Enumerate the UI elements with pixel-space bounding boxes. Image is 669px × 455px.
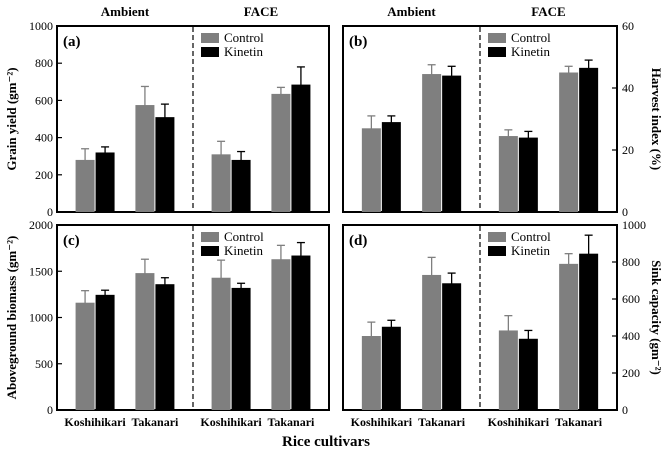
p2-y-tick-label: 0 bbox=[622, 205, 628, 219]
p2-legend-label-control: Control bbox=[511, 30, 551, 45]
p4-legend-swatch-kinetin bbox=[488, 246, 506, 256]
p4-y-axis-label: Sink capacity (gm⁻²) bbox=[649, 260, 664, 375]
category-label-koshihikari: Koshihikari bbox=[200, 415, 262, 429]
p4-y-tick-label: 400 bbox=[622, 329, 640, 343]
p1-y-axis-label: Grain yield (gm⁻²) bbox=[4, 67, 19, 170]
p1-control-bar bbox=[271, 93, 291, 212]
p1-y-tick-label: 800 bbox=[35, 56, 53, 70]
p1-panel-label: (a) bbox=[63, 34, 81, 50]
p1-y-tick-label: 400 bbox=[35, 131, 53, 145]
p1-legend-label-control: Control bbox=[224, 30, 264, 45]
p2-legend-label-kinetin: Kinetin bbox=[511, 44, 550, 59]
p4-legend-label-kinetin: Kinetin bbox=[511, 243, 550, 258]
p3-control-bar bbox=[271, 259, 291, 410]
p1-control-bar bbox=[211, 154, 231, 212]
p4-kinetin-bar bbox=[381, 326, 401, 410]
p2-control-bar bbox=[422, 74, 442, 212]
p4-control-bar bbox=[559, 263, 579, 410]
p3-control-bar bbox=[211, 277, 231, 410]
category-label-takanari: Takanari bbox=[418, 415, 466, 429]
p1-y-tick-label: 600 bbox=[35, 93, 53, 107]
p4-legend-label-control: Control bbox=[511, 229, 551, 244]
p4-y-tick-label: 1000 bbox=[622, 218, 646, 232]
x-axis-label: Rice cultivars bbox=[282, 434, 370, 450]
p4-kinetin-bar bbox=[442, 283, 462, 410]
p1-kinetin-bar bbox=[95, 152, 115, 212]
p1-legend-label-kinetin: Kinetin bbox=[224, 44, 263, 59]
p3-kinetin-bar bbox=[95, 294, 115, 410]
p1-plot-frame bbox=[56, 25, 330, 213]
p3-y-tick-label: 2000 bbox=[29, 218, 53, 232]
category-label-koshihikari: Koshihikari bbox=[64, 415, 126, 429]
p3-kinetin-bar bbox=[291, 255, 311, 410]
p3-y-tick-label: 1500 bbox=[29, 264, 53, 278]
p1-legend-swatch-control bbox=[201, 33, 219, 43]
p2-y-axis-label: Harvest index (%) bbox=[649, 68, 664, 171]
p4-kinetin-bar bbox=[579, 253, 599, 410]
category-label-takanari: Takanari bbox=[555, 415, 603, 429]
p4-y-tick-label: 200 bbox=[622, 366, 640, 380]
p2-y-tick-label: 60 bbox=[622, 19, 634, 33]
p4-plot-frame bbox=[342, 224, 618, 411]
p3-kinetin-bar bbox=[231, 287, 251, 410]
p2-control-bar bbox=[559, 72, 579, 212]
p4-control-bar bbox=[498, 330, 518, 410]
p3-y-tick-label: 0 bbox=[47, 403, 53, 417]
p1-control-bar bbox=[75, 159, 95, 212]
p3-control-bar bbox=[75, 302, 95, 410]
category-label-koshihikari: Koshihikari bbox=[351, 415, 413, 429]
p4-legend-swatch-control bbox=[488, 232, 506, 242]
group-header-ambient: Ambient bbox=[101, 4, 150, 19]
p4-y-tick-label: 600 bbox=[622, 292, 640, 306]
p2-y-tick-label: 20 bbox=[622, 143, 634, 157]
p2-kinetin-bar bbox=[518, 137, 538, 212]
p4-panel-label: (d) bbox=[349, 233, 367, 249]
group-header-face: FACE bbox=[244, 4, 278, 19]
category-label-koshihikari: Koshihikari bbox=[488, 415, 550, 429]
p2-control-bar bbox=[361, 128, 381, 212]
p1-y-tick-label: 1000 bbox=[29, 19, 53, 33]
p4-control-bar bbox=[361, 336, 381, 410]
p1-kinetin-bar bbox=[231, 159, 251, 212]
p2-kinetin-bar bbox=[381, 122, 401, 212]
p4-y-tick-label: 0 bbox=[622, 403, 628, 417]
group-header-ambient: Ambient bbox=[387, 4, 436, 19]
p3-kinetin-bar bbox=[155, 284, 175, 410]
group-header-face: FACE bbox=[531, 4, 565, 19]
p2-control-bar bbox=[498, 136, 518, 212]
p3-legend-swatch-control bbox=[201, 232, 219, 242]
p1-y-tick-label: 0 bbox=[47, 205, 53, 219]
p1-control-bar bbox=[135, 105, 155, 212]
p1-legend-swatch-kinetin bbox=[201, 47, 219, 57]
p2-panel-label: (b) bbox=[349, 34, 367, 50]
p2-legend-swatch-control bbox=[488, 33, 506, 43]
p1-kinetin-bar bbox=[291, 84, 311, 212]
category-label-takanari: Takanari bbox=[267, 415, 315, 429]
p3-control-bar bbox=[135, 273, 155, 410]
p3-y-axis-label: Aboveground biomass (gm⁻²) bbox=[4, 236, 19, 400]
p2-legend-swatch-kinetin bbox=[488, 47, 506, 57]
p4-y-tick-label: 800 bbox=[622, 255, 640, 269]
p3-legend-label-control: Control bbox=[224, 229, 264, 244]
p3-panel-label: (c) bbox=[63, 233, 80, 249]
p4-control-bar bbox=[422, 274, 442, 410]
p4-kinetin-bar bbox=[518, 338, 538, 410]
p2-kinetin-bar bbox=[442, 75, 462, 212]
p3-y-tick-label: 500 bbox=[35, 357, 53, 371]
category-label-takanari: Takanari bbox=[131, 415, 179, 429]
p1-kinetin-bar bbox=[155, 117, 175, 212]
p2-plot-frame bbox=[342, 25, 618, 213]
p1-y-tick-label: 200 bbox=[35, 168, 53, 182]
p3-legend-label-kinetin: Kinetin bbox=[224, 243, 263, 258]
p3-y-tick-label: 1000 bbox=[29, 311, 53, 325]
p3-legend-swatch-kinetin bbox=[201, 246, 219, 256]
p2-kinetin-bar bbox=[579, 67, 599, 212]
p2-y-tick-label: 40 bbox=[622, 81, 634, 95]
